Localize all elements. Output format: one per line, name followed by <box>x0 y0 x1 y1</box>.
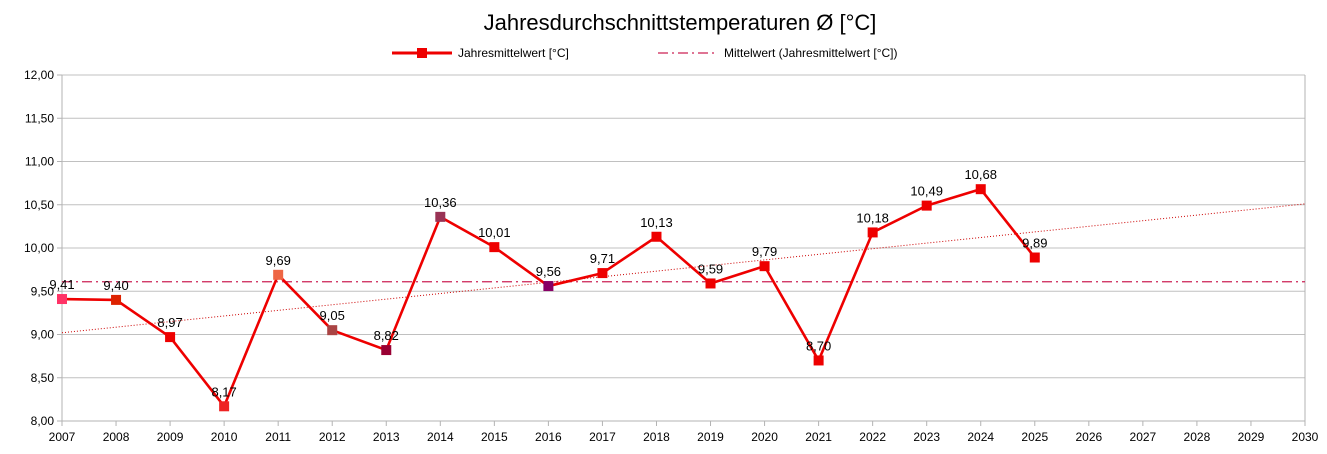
x-tick-label: 2028 <box>1184 430 1211 444</box>
legend-mean-label: Mittelwert (Jahresmittelwert [°C]) <box>724 46 898 60</box>
series-group <box>57 184 1040 412</box>
x-tick-label: 2027 <box>1130 430 1157 444</box>
data-label-2011: 9,69 <box>266 253 291 268</box>
trend-line <box>61 203 1306 334</box>
trend-line-group <box>61 203 1306 334</box>
y-tick-label: 9,50 <box>31 284 55 298</box>
y-tick-label: 8,50 <box>31 371 55 385</box>
y-tick-label: 10,50 <box>24 198 54 212</box>
x-tick-label: 2019 <box>697 430 724 444</box>
x-tick-label: 2012 <box>319 430 346 444</box>
x-tick-label: 2010 <box>211 430 238 444</box>
data-point-2025 <box>1029 252 1040 263</box>
x-tick-label: 2030 <box>1292 430 1319 444</box>
data-label-2009: 8,97 <box>157 315 182 330</box>
data-label-2023: 10,49 <box>910 184 943 199</box>
y-tick-label: 12,00 <box>24 68 54 82</box>
x-tick-label: 2020 <box>751 430 778 444</box>
x-tick-label: 2024 <box>967 430 994 444</box>
y-tick-label: 8,00 <box>31 414 55 428</box>
x-tick-label: 2025 <box>1021 430 1048 444</box>
x-tick-label: 2026 <box>1075 430 1102 444</box>
data-label-2018: 10,13 <box>640 215 673 230</box>
legend-series-marker <box>417 48 427 58</box>
data-point-2018 <box>651 231 662 242</box>
data-point-2007 <box>57 294 67 305</box>
data-label-2007: 9,41 <box>49 277 74 292</box>
data-point-2020 <box>759 261 770 272</box>
data-point-2010 <box>219 401 230 412</box>
data-point-2022 <box>867 227 878 238</box>
x-tick-label: 2023 <box>913 430 940 444</box>
x-axis-ticks: 2007 2008 2009 2010 2011 2012 2013 2014 2015 2016… <box>49 421 1319 444</box>
x-tick-label: 2015 <box>481 430 508 444</box>
axes <box>61 75 1306 422</box>
y-tick-label: 11,00 <box>25 155 54 169</box>
data-point-2016 <box>543 281 554 292</box>
data-label-2013: 8,82 <box>374 328 399 343</box>
chart-title: Jahresdurchschnittstemperaturen Ø [°C] <box>484 10 877 35</box>
data-label-2017: 9,71 <box>590 251 615 266</box>
data-point-2015 <box>489 242 500 253</box>
data-point-2008 <box>111 294 122 305</box>
x-tick-label: 2021 <box>805 430 832 444</box>
x-tick-label: 2013 <box>373 430 400 444</box>
data-labels: 9,41 9,40 8,97 8,17 9,69 9,05 8,82 10,36 10,01 9,… <box>49 167 1047 399</box>
data-label-2024: 10,68 <box>964 167 997 182</box>
x-tick-label: 2008 <box>103 430 130 444</box>
data-label-2020: 9,79 <box>752 244 777 259</box>
data-point-2023 <box>921 200 932 211</box>
data-label-2019: 9,59 <box>698 261 723 276</box>
x-tick-label: 2029 <box>1238 430 1265 444</box>
data-label-2021: 8,70 <box>806 338 831 353</box>
data-label-2012: 9,05 <box>320 308 345 323</box>
x-tick-label: 2022 <box>859 430 886 444</box>
data-point-2021 <box>813 355 824 366</box>
data-point-2017 <box>597 268 608 279</box>
data-point-2024 <box>975 184 986 195</box>
data-label-2014: 10,36 <box>424 195 457 210</box>
legend: Jahresmittelwert [°C] Mittelwert (Jahres… <box>392 46 898 60</box>
data-label-2015: 10,01 <box>478 225 511 240</box>
data-point-2014 <box>435 211 446 222</box>
data-point-2013 <box>381 345 392 356</box>
data-label-2008: 9,40 <box>103 278 128 293</box>
data-point-2009 <box>165 332 176 343</box>
data-point-2011 <box>273 269 284 280</box>
x-tick-label: 2014 <box>427 430 454 444</box>
x-tick-label: 2016 <box>535 430 562 444</box>
data-label-2025: 9,89 <box>1022 236 1047 251</box>
x-tick-label: 2007 <box>49 430 76 444</box>
y-tick-label: 11,50 <box>25 111 54 125</box>
grid-lines <box>62 74 1305 422</box>
data-label-2010: 8,17 <box>211 384 236 399</box>
data-label-2022: 10,18 <box>856 210 889 225</box>
x-tick-label: 2017 <box>589 430 616 444</box>
x-tick-label: 2009 <box>157 430 184 444</box>
data-point-2012 <box>327 325 338 336</box>
y-axis-ticks: 8,00 8,50 9,00 9,50 10,00 10,50 11,00 11,50 12,0… <box>24 68 62 428</box>
y-tick-label: 10,00 <box>24 241 54 255</box>
data-label-2016: 9,56 <box>536 264 561 279</box>
y-tick-label: 9,00 <box>31 328 55 342</box>
x-tick-label: 2011 <box>265 430 291 444</box>
x-tick-label: 2018 <box>643 430 670 444</box>
data-point-2019 <box>705 278 716 289</box>
legend-series-label: Jahresmittelwert [°C] <box>458 46 569 60</box>
